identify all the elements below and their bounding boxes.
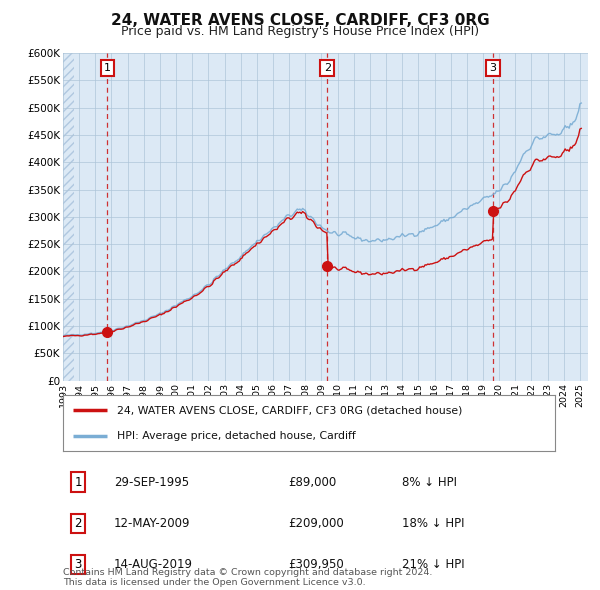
Text: Price paid vs. HM Land Registry's House Price Index (HPI): Price paid vs. HM Land Registry's House …: [121, 25, 479, 38]
Text: 24, WATER AVENS CLOSE, CARDIFF, CF3 0RG (detached house): 24, WATER AVENS CLOSE, CARDIFF, CF3 0RG …: [117, 405, 463, 415]
Text: 1: 1: [74, 476, 82, 489]
Text: 2: 2: [324, 63, 331, 73]
Text: 29-SEP-1995: 29-SEP-1995: [114, 476, 189, 489]
Text: 24, WATER AVENS CLOSE, CARDIFF, CF3 0RG: 24, WATER AVENS CLOSE, CARDIFF, CF3 0RG: [110, 13, 490, 28]
Text: £209,000: £209,000: [288, 517, 344, 530]
Text: £89,000: £89,000: [288, 476, 336, 489]
Bar: [63, 42, 74, 381]
Text: 18% ↓ HPI: 18% ↓ HPI: [402, 517, 464, 530]
Text: HPI: Average price, detached house, Cardiff: HPI: Average price, detached house, Card…: [117, 431, 356, 441]
Text: Contains HM Land Registry data © Crown copyright and database right 2024.
This d: Contains HM Land Registry data © Crown c…: [63, 568, 433, 587]
Text: 8% ↓ HPI: 8% ↓ HPI: [402, 476, 457, 489]
Text: 3: 3: [74, 558, 82, 571]
Text: 12-MAY-2009: 12-MAY-2009: [114, 517, 191, 530]
Text: £309,950: £309,950: [288, 558, 344, 571]
Text: 14-AUG-2019: 14-AUG-2019: [114, 558, 193, 571]
Text: 2: 2: [74, 517, 82, 530]
Text: 21% ↓ HPI: 21% ↓ HPI: [402, 558, 464, 571]
Text: 3: 3: [490, 63, 497, 73]
Text: 1: 1: [104, 63, 111, 73]
